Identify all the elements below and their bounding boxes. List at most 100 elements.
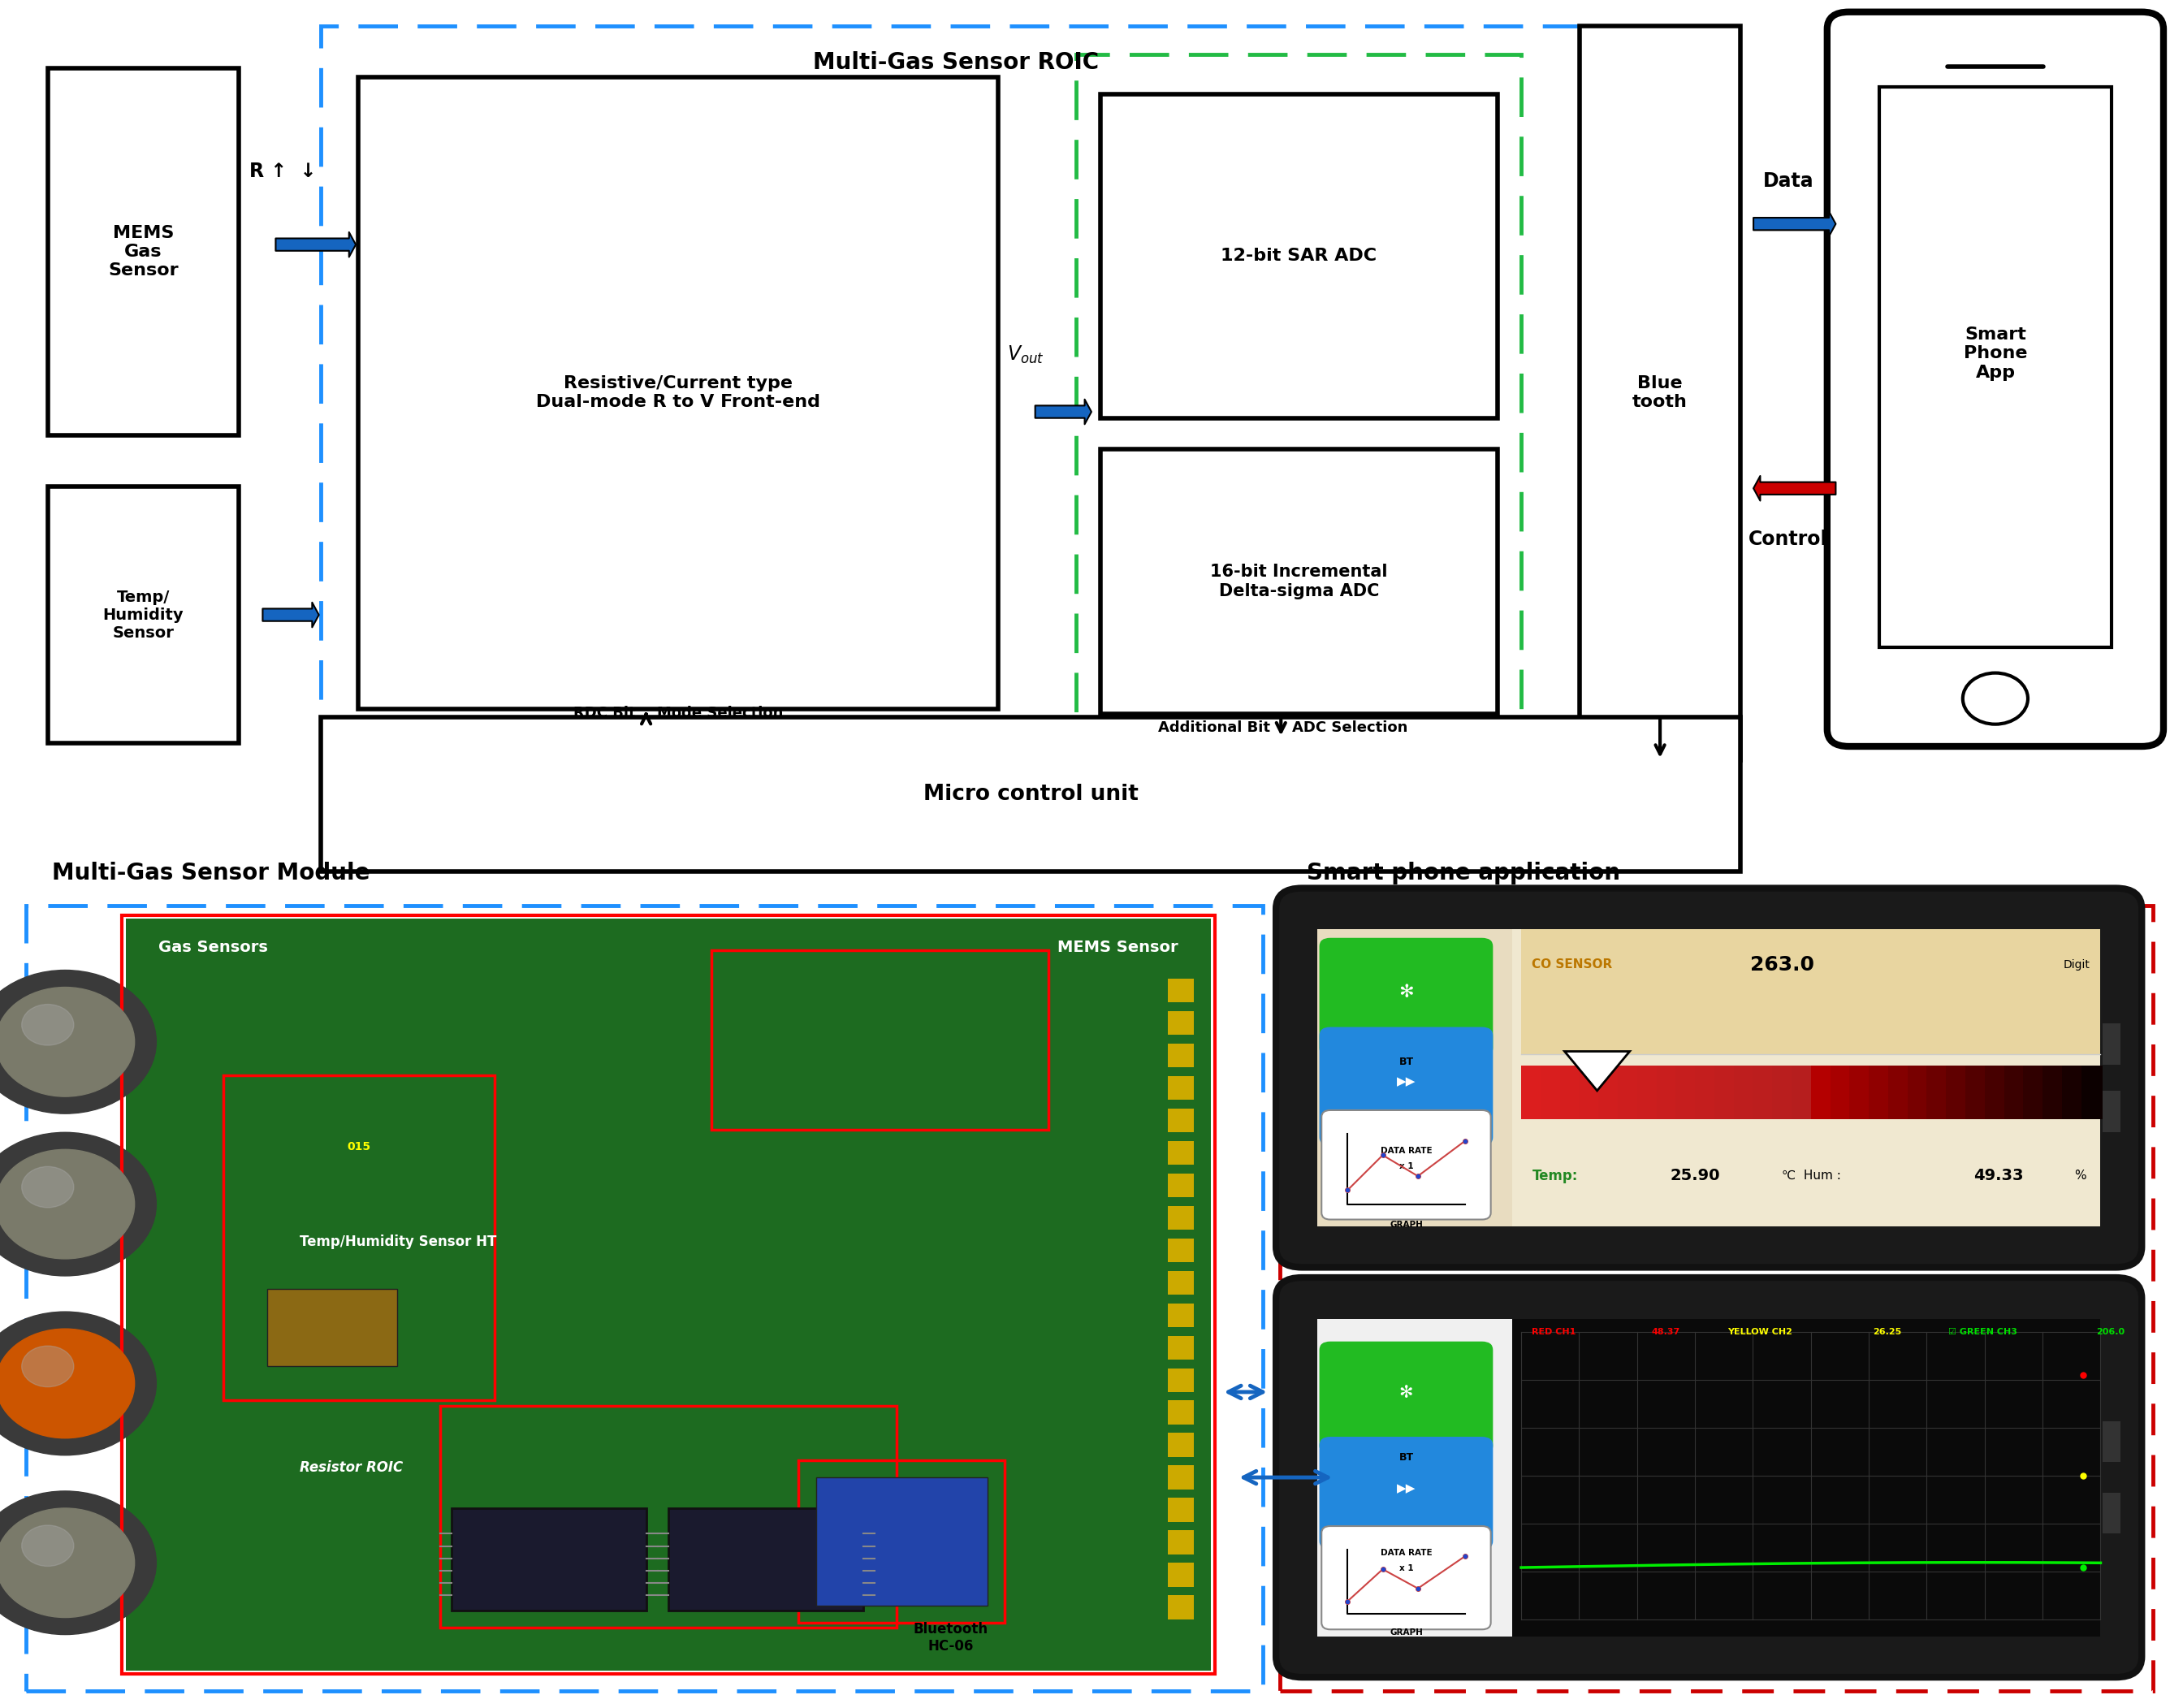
Bar: [1317, 1319, 1512, 1636]
Text: RDC Bit: RDC Bit: [573, 705, 636, 721]
Bar: [1167, 1530, 1194, 1554]
Bar: [1888, 1066, 1910, 1119]
FancyBboxPatch shape: [1827, 12, 2163, 746]
Bar: [1521, 1066, 1543, 1119]
Bar: [1812, 1066, 1831, 1119]
Bar: [1907, 1066, 1929, 1119]
FancyBboxPatch shape: [1319, 1341, 1493, 1454]
Bar: [1100, 94, 1497, 418]
Bar: [816, 1477, 987, 1606]
Bar: [1100, 449, 1497, 714]
Bar: [1580, 26, 1740, 760]
Bar: [48, 487, 239, 743]
Bar: [122, 915, 1215, 1674]
Circle shape: [0, 1132, 156, 1276]
FancyBboxPatch shape: [1276, 888, 2142, 1267]
Text: Multi-Gas Sensor ROIC: Multi-Gas Sensor ROIC: [814, 51, 1098, 73]
Bar: [1167, 1206, 1194, 1230]
Bar: [2005, 1066, 2025, 1119]
FancyBboxPatch shape: [1276, 1278, 2142, 1677]
Bar: [1317, 929, 1512, 1226]
Text: ▶▶: ▶▶: [1397, 1483, 1415, 1494]
Bar: [1879, 87, 2111, 647]
Text: ✻: ✻: [1400, 1385, 1413, 1401]
Text: 12-bit SAR ADC: 12-bit SAR ADC: [1222, 248, 1376, 265]
Bar: [1521, 929, 2101, 1054]
Circle shape: [22, 1525, 74, 1566]
Bar: [1167, 1108, 1194, 1132]
Text: ▶▶: ▶▶: [1397, 1076, 1415, 1088]
Text: YELLOW CH2: YELLOW CH2: [1727, 1329, 1792, 1336]
Bar: [321, 717, 1740, 871]
Bar: [2042, 1066, 2064, 1119]
Text: $V_{out}$: $V_{out}$: [1007, 345, 1044, 366]
Bar: [1792, 1066, 1814, 1119]
Bar: [1868, 1066, 1890, 1119]
Bar: [1076, 55, 1521, 738]
Text: Control: Control: [1749, 529, 1827, 550]
Bar: [1946, 1066, 1968, 1119]
Text: 26.25: 26.25: [1873, 1329, 1901, 1336]
Bar: [1167, 1498, 1194, 1522]
Text: DATA RATE: DATA RATE: [1380, 1549, 1432, 1558]
Text: MEMS Sensor: MEMS Sensor: [1057, 939, 1178, 955]
Circle shape: [0, 1491, 156, 1635]
Bar: [799, 1460, 1005, 1623]
Bar: [1636, 1066, 1658, 1119]
Text: Bluetooth
HC-06: Bluetooth HC-06: [914, 1623, 987, 1653]
Bar: [1167, 1011, 1194, 1035]
Text: 48.37: 48.37: [1651, 1329, 1680, 1336]
Text: Gas Sensors: Gas Sensors: [158, 939, 267, 955]
Text: 25.90: 25.90: [1669, 1168, 1721, 1184]
Bar: [1167, 979, 1194, 1003]
Bar: [224, 1076, 495, 1401]
Text: BT: BT: [1400, 1057, 1413, 1068]
Polygon shape: [1565, 1052, 1630, 1091]
Text: Multi-Gas Sensor Module: Multi-Gas Sensor Module: [52, 863, 371, 885]
Circle shape: [22, 1346, 74, 1387]
Bar: [1753, 1066, 1775, 1119]
Text: Blue
tooth: Blue tooth: [1632, 376, 1688, 410]
Text: 015: 015: [347, 1141, 371, 1153]
FancyBboxPatch shape: [1319, 938, 1493, 1057]
Bar: [1675, 1066, 1697, 1119]
Text: R ↑  ↓: R ↑ ↓: [250, 161, 317, 181]
Bar: [1167, 1368, 1194, 1392]
FancyBboxPatch shape: [1319, 1436, 1493, 1549]
Bar: [2022, 1066, 2044, 1119]
Text: Resistor ROIC: Resistor ROIC: [299, 1460, 404, 1474]
Text: Resistive/Current type
Dual-mode R to V Front-end: Resistive/Current type Dual-mode R to V …: [536, 376, 820, 410]
Text: CO SENSOR: CO SENSOR: [1532, 958, 1612, 970]
Bar: [1849, 1066, 1871, 1119]
Text: Micro control unit: Micro control unit: [922, 784, 1139, 804]
Bar: [1167, 1238, 1194, 1262]
FancyBboxPatch shape: [1322, 1527, 1491, 1629]
Circle shape: [22, 1167, 74, 1208]
Bar: [1580, 1066, 1601, 1119]
Bar: [1167, 1401, 1194, 1424]
Text: Digit: Digit: [2064, 960, 2090, 970]
Bar: [712, 950, 1048, 1129]
Bar: [126, 919, 1211, 1670]
Text: 49.33: 49.33: [1973, 1168, 2025, 1184]
Bar: [2103, 1493, 2120, 1534]
Text: GRAPH: GRAPH: [1389, 1221, 1424, 1228]
Bar: [1167, 1303, 1194, 1327]
Bar: [441, 1406, 896, 1628]
Bar: [321, 26, 1591, 760]
Text: Smart phone application: Smart phone application: [1306, 863, 1619, 885]
Bar: [358, 77, 998, 709]
Text: ☑ GREEN CH3: ☑ GREEN CH3: [1949, 1329, 2018, 1336]
Bar: [451, 1508, 647, 1611]
FancyBboxPatch shape: [1319, 1027, 1493, 1146]
Circle shape: [0, 1508, 135, 1617]
Bar: [2103, 1091, 2120, 1132]
Text: RED CH1: RED CH1: [1532, 1329, 1575, 1336]
Text: 206.0: 206.0: [2096, 1329, 2124, 1336]
Text: x 1: x 1: [1400, 1565, 1413, 1573]
Bar: [1167, 1336, 1194, 1360]
Bar: [1773, 1066, 1795, 1119]
Bar: [2103, 1421, 2120, 1462]
Bar: [48, 68, 239, 436]
Circle shape: [22, 1004, 74, 1045]
